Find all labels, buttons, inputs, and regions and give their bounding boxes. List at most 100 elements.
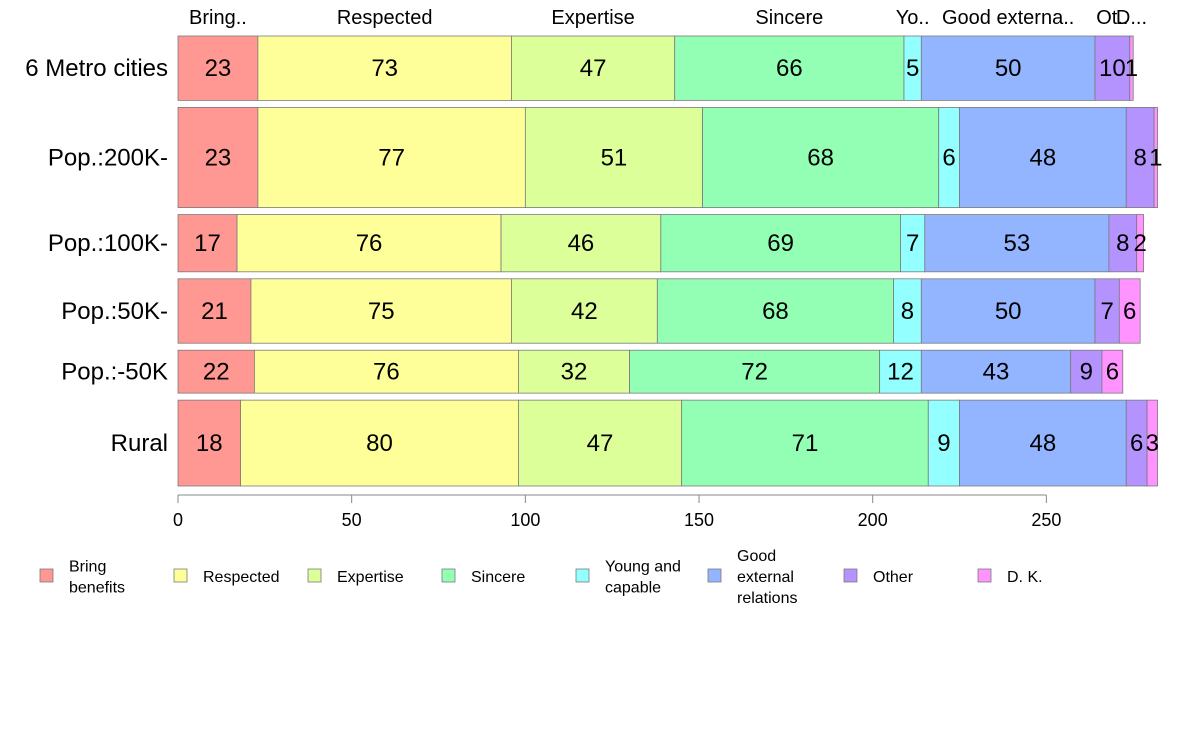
bar-value-label: 6	[1130, 430, 1143, 457]
bar-segment	[920, 35, 1096, 101]
x-tick-label: 200	[858, 510, 888, 530]
bar-segment	[236, 214, 502, 273]
bar-value-label: 48	[1030, 430, 1057, 457]
x-tick-label: 0	[173, 510, 183, 530]
legend-swatch	[843, 568, 858, 583]
bar-segment	[250, 278, 512, 344]
bar-segment	[1153, 106, 1158, 208]
bar-segment	[524, 106, 703, 208]
legend-label: Young and capable	[605, 559, 681, 597]
bar-value-label: 7	[906, 230, 919, 257]
bar-value-label: 22	[203, 359, 230, 386]
bar-segment	[920, 278, 1096, 344]
bar-value-label: 48	[1030, 144, 1057, 171]
bar-value-label: 46	[568, 230, 595, 257]
series-header-label: Yo..	[896, 7, 930, 29]
bar-value-label: 8	[901, 298, 914, 325]
bar-value-label: 17	[194, 230, 221, 257]
category-label: Rural	[111, 430, 168, 457]
bar-segment	[927, 399, 960, 487]
bar-value-label: 1	[1149, 144, 1162, 171]
bar-value-label: 23	[205, 144, 232, 171]
bar-segment	[257, 35, 512, 101]
series-header-label: Expertise	[551, 7, 634, 29]
legend-label: Other	[873, 569, 914, 586]
x-axis: 0 50 100 150 200 250	[173, 494, 1061, 530]
bar-value-label: 76	[356, 230, 383, 257]
legend-label: Sincere	[471, 569, 525, 586]
bar-segment	[177, 349, 255, 394]
legend-label: Good external relations	[737, 548, 797, 607]
bar-segment	[177, 278, 252, 344]
bar-value-label: 53	[1003, 230, 1030, 257]
bar-segment	[1125, 106, 1155, 208]
bar-value-label: 77	[378, 144, 405, 171]
bar-value-label: 43	[983, 359, 1010, 386]
x-tick-label: 50	[342, 510, 362, 530]
bar-value-label: 3	[1146, 430, 1159, 457]
x-tick-label: 150	[684, 510, 714, 530]
legend-swatch	[977, 568, 992, 583]
bar-segment	[920, 349, 1072, 394]
series-header-label: Respected	[337, 7, 433, 29]
bar-value-label: 5	[906, 55, 919, 82]
bar-segment	[959, 106, 1127, 208]
series-header-label: Sincere	[755, 7, 823, 29]
bar-segment	[879, 349, 922, 394]
legend-label: Bring benefits	[69, 559, 125, 597]
bar-value-label: 7	[1100, 298, 1113, 325]
bar-segment	[257, 106, 526, 208]
bar-segment	[177, 106, 259, 208]
legend-swatch	[173, 568, 188, 583]
bar-segment	[629, 349, 881, 394]
bar-value-label: 8	[1116, 230, 1129, 257]
bar-value-label: 68	[762, 298, 789, 325]
bar-segment	[702, 106, 940, 208]
bar-segment	[500, 214, 662, 273]
bar-value-label: 9	[1080, 359, 1093, 386]
bar-value-label: 8	[1133, 144, 1146, 171]
bar-segment	[1101, 349, 1124, 394]
bar-value-label: 42	[571, 298, 598, 325]
bar-segment	[924, 214, 1110, 273]
bar-segment	[254, 349, 519, 394]
bar-value-label: 66	[776, 55, 803, 82]
bar-value-label: 76	[373, 359, 400, 386]
bar-segment	[1094, 35, 1131, 101]
bar-segment	[1070, 349, 1103, 394]
x-tick-label: 100	[510, 510, 540, 530]
bar-value-label: 71	[792, 430, 819, 457]
bar-value-label: 21	[201, 298, 228, 325]
bar-segment	[656, 278, 894, 344]
bar-value-label: 69	[767, 230, 794, 257]
bar-segment	[1136, 214, 1145, 273]
category-label: Pop.:-50K	[61, 359, 168, 386]
bar-segment	[674, 35, 905, 101]
bar-segment	[1094, 278, 1120, 344]
legend-swatch	[307, 568, 322, 583]
bar-value-label: 50	[995, 298, 1022, 325]
bar-value-label: 9	[937, 430, 950, 457]
category-label: Pop.:100K-	[48, 230, 168, 257]
category-labels: 6 Metro cities Pop.:200K- Pop.:100K- Pop.:5…	[25, 55, 168, 457]
bar-value-label: 73	[371, 55, 398, 82]
bar-value-label: 47	[580, 55, 607, 82]
series-header-label: Ot..	[1096, 7, 1128, 29]
series-header-label: Good externa..	[942, 7, 1074, 29]
legend-swatch	[441, 568, 456, 583]
bars: 23 73 47 66 5 50 10 123 77 51 68 6 48 8 117 76 46 69 7 53 8 2…	[177, 35, 1162, 487]
bar-segment	[177, 399, 241, 487]
bar-value-label: 75	[368, 298, 395, 325]
legend-swatch	[707, 568, 722, 583]
legend-label: Expertise	[337, 569, 404, 586]
bar-segment	[518, 349, 630, 394]
bar-segment	[177, 214, 238, 273]
bar-value-label: 23	[205, 55, 232, 82]
bar-segment	[518, 399, 683, 487]
bar-segment	[511, 278, 658, 344]
legend-swatch	[575, 568, 590, 583]
bar-segment	[893, 278, 922, 344]
bar-segment	[1118, 278, 1141, 344]
category-label: Pop.:200K-	[48, 144, 168, 171]
